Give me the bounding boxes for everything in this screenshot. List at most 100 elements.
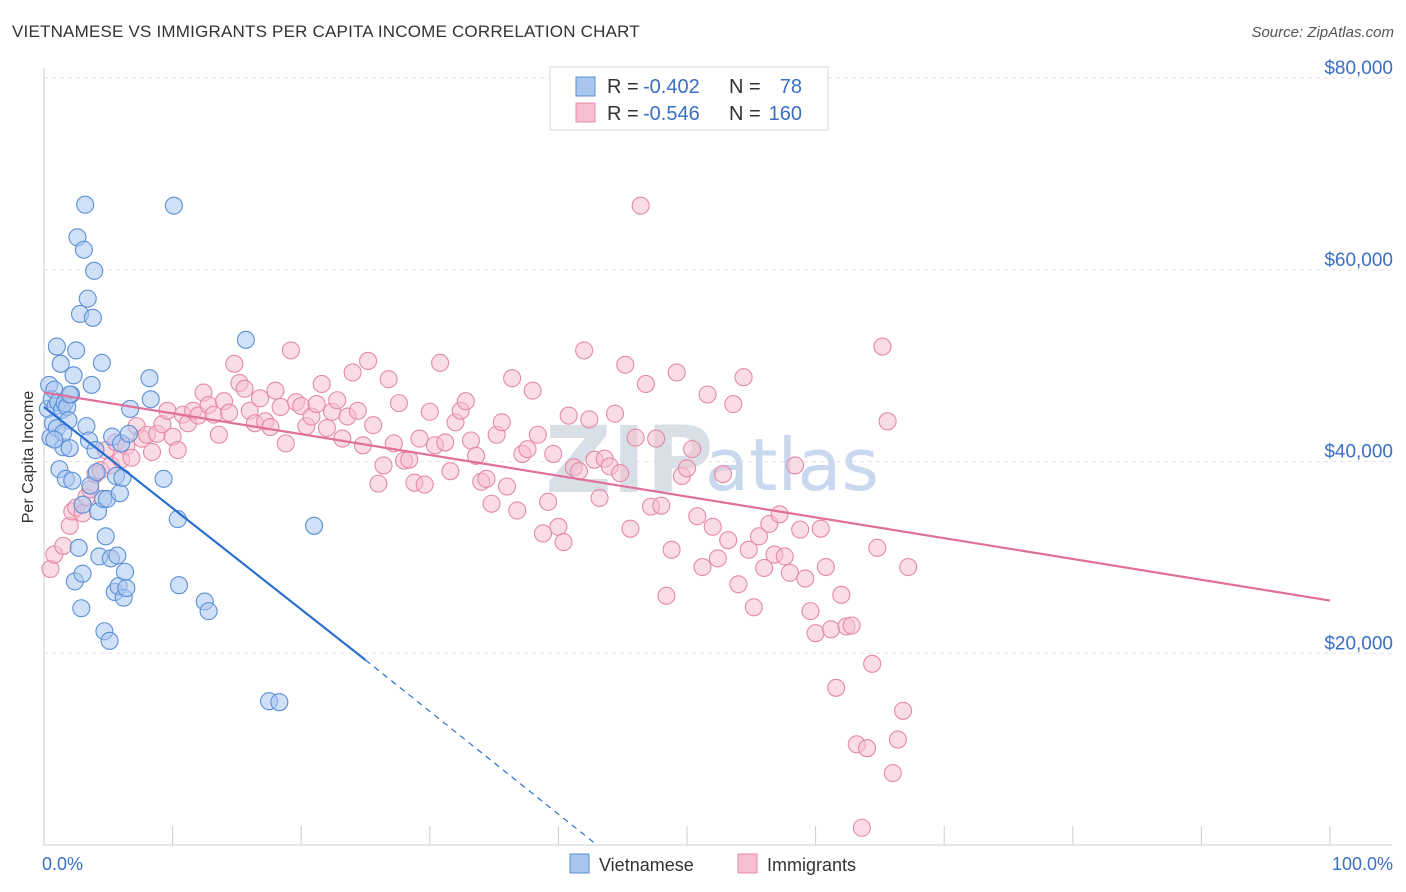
y-tick-label-60000: $60,000 [1324,250,1393,271]
immigrants-point-64 [369,474,388,493]
immigrants-point-72 [410,429,429,448]
immigrants-point-76 [431,353,450,372]
vietnamese-point-22 [67,341,86,360]
chart-title: VIETNAMESE VS IMMIGRANTS PER CAPITA INCO… [12,22,640,41]
immigrants-point-133 [724,395,743,414]
immigrants-point-145 [785,456,805,475]
vietnamese-point-59 [121,399,140,418]
vietnamese-point-57 [117,579,136,598]
vietnamese-point-52 [110,484,129,503]
immigrants-point-153 [827,678,846,697]
immigrants-point-62 [359,351,378,370]
immigrants-point-137 [744,598,763,617]
vietnamese-point-17 [60,439,79,458]
immigrants-point-139 [755,558,774,578]
y-axis-label: Per Capita Income [20,391,37,524]
vietnamese-point-50 [108,546,127,565]
vietnamese-point-61 [141,390,160,409]
immigrants-point-96 [533,524,553,543]
vietnamese-point-27 [73,564,92,583]
immigrants-trend-line [43,391,1331,602]
immigrants-point-104 [575,341,594,360]
immigrants-point-127 [693,557,712,577]
immigrants-point-159 [857,739,877,758]
legend-n-value-1: 78 [780,76,802,98]
vietnamese-point-40 [92,353,111,372]
immigrants-point-74 [420,402,439,421]
immigrants-point-44 [266,381,285,400]
immigrants-point-118 [647,429,666,448]
vietnamese-point-29 [76,195,95,214]
immigrants-point-97 [539,492,558,511]
immigrants-point-107 [590,488,609,508]
immigrants-point-160 [863,654,882,673]
immigrants-point-111 [611,464,630,483]
y-tick-label-40000: $40,000 [1324,442,1393,463]
trend-lines [43,391,1331,846]
immigrants-point-99 [549,517,568,536]
immigrants-point-53 [312,374,331,393]
y-tick-labels: $20,000 $40,000 $60,000 $80,000 [1324,58,1393,654]
vietnamese-point-34 [82,375,101,394]
legend-r-label-1: R = [607,76,639,98]
immigrants-point-105 [580,410,599,429]
immigrants-point-129 [703,517,722,536]
immigrants-point-60 [348,401,367,420]
x-tick-label-start: 0.0% [42,854,83,874]
immigrants-point-126 [688,507,707,526]
vietnamese-point-70 [270,693,289,712]
immigrants-point-77 [436,433,455,452]
vietnamese-point-20 [64,366,83,385]
immigrants-point-85 [477,469,496,488]
immigrants-point-66 [379,370,398,389]
immigrants-point-81 [456,392,475,411]
legend-n-label-1: N = [729,76,761,98]
immigrants-point-59 [343,363,362,382]
immigrants-point-152 [821,620,841,639]
immigrants-point-47 [281,341,300,360]
immigrants-point-167 [899,557,918,577]
immigrants-point-146 [791,520,810,539]
immigrants-point-121 [662,540,681,559]
immigrants-point-144 [780,563,799,582]
vietnamese-point-19 [63,471,82,490]
immigrants-point-162 [873,337,892,356]
vietnamese-point-62 [154,469,173,488]
immigrants-point-90 [503,369,522,388]
immigrants-points [41,196,918,837]
vietnamese-point-56 [115,562,135,581]
vietnamese-point-73 [60,385,79,404]
vietnamese-point-43 [96,527,115,546]
vietnamese-point-31 [78,289,97,308]
immigrants-point-101 [559,406,578,425]
legend-box: R = -0.402 N = 78 R = -0.546 N = 160 [549,66,829,131]
legend-n-value-2: 160 [769,103,802,125]
immigrants-point-82 [461,431,481,450]
immigrants-point-93 [518,440,537,459]
bottom-legend: Vietnamese Immigrants [569,853,856,875]
immigrants-point-131 [713,464,733,484]
vietnamese-point-26 [72,599,91,618]
immigrants-point-91 [508,501,527,520]
immigrants-point-52 [307,395,326,414]
bottom-legend-immigrants: Immigrants [767,855,856,875]
vietnamese-point-63 [164,196,183,215]
immigrants-point-78 [441,462,460,481]
immigrants-point-33 [209,425,228,444]
immigrants-point-147 [796,569,815,588]
immigrants-point-73 [415,475,434,494]
immigrants-point-54 [317,418,336,438]
legend-swatch-immigrants [575,102,596,123]
immigrants-point-65 [374,456,393,475]
immigrants-point-46 [276,434,295,453]
immigrants-point-95 [528,425,547,444]
immigrants-point-43 [261,418,280,437]
immigrants-point-148 [801,602,820,621]
immigrants-point-63 [364,416,383,435]
x-ticks [172,826,1331,845]
vietnamese-point-60 [140,369,159,388]
legend-r-value-2: -0.546 [643,103,700,125]
immigrants-point-151 [816,557,835,577]
immigrants-point-134 [729,575,748,594]
